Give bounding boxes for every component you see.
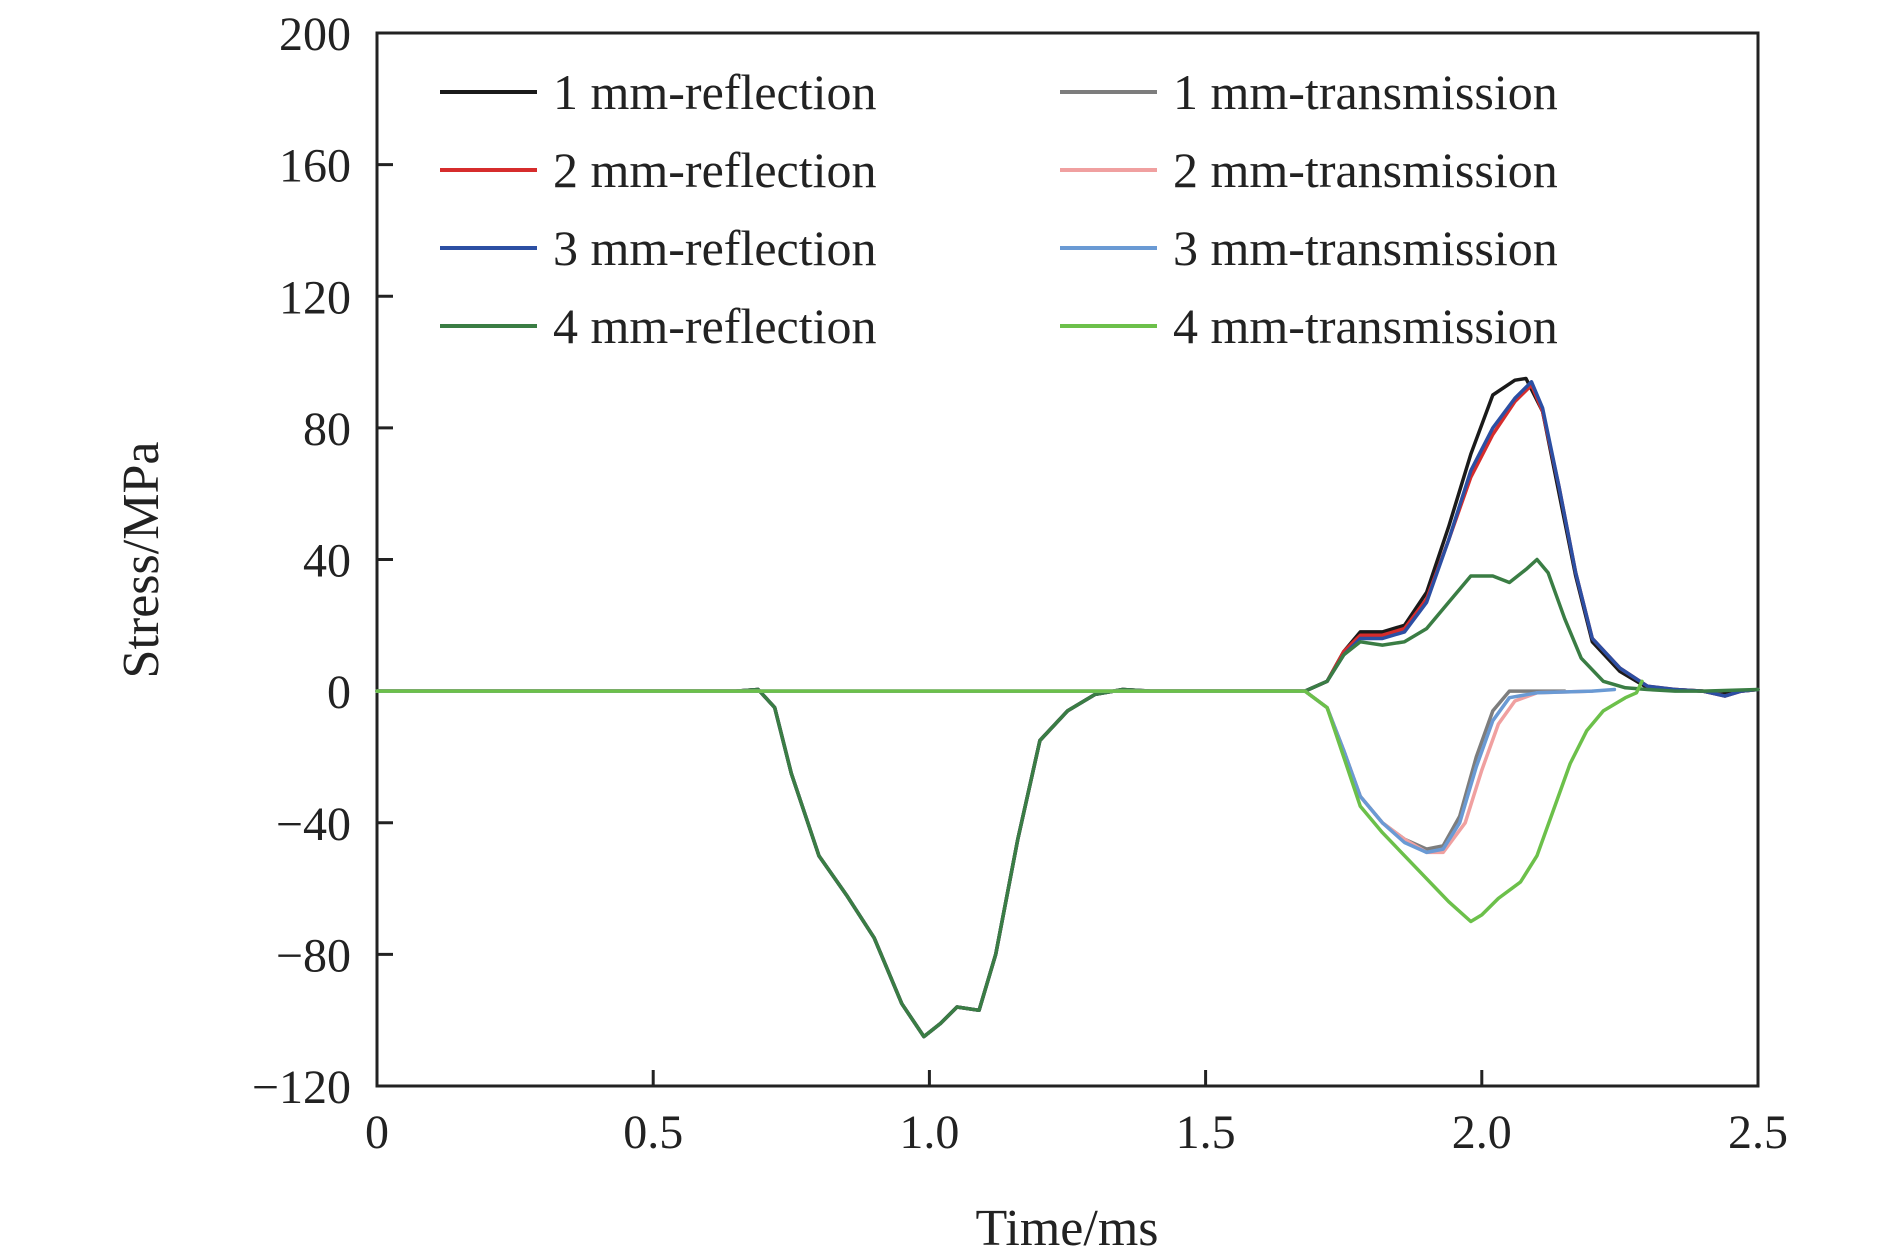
x-tick-label: 2.0: [1452, 1106, 1512, 1159]
y-tick-label: −120: [252, 1061, 351, 1114]
y-tick-label: 200: [279, 8, 351, 61]
series-line-6: [375, 689, 1595, 855]
legend-label: 3 mm-transmission: [1173, 220, 1558, 276]
y-tick-label: 80: [303, 403, 351, 456]
x-tick-label: 0: [365, 1106, 389, 1159]
y-tick-label: 160: [279, 140, 351, 193]
series-line-7: [375, 687, 1617, 855]
legend-label: 3 mm-reflection: [553, 220, 877, 276]
series-line-8: [375, 679, 1644, 924]
series-lines: [375, 376, 1760, 1039]
x-tick-label: 0.5: [623, 1106, 683, 1159]
tick-labels: 0 0.5 1.0 1.5 2.0 2.5 −120 −80 −40 0 40 80 120 160 200: [252, 8, 1788, 1159]
legend-label: 4 mm-transmission: [1173, 298, 1558, 354]
legend: 1 mm-reflection 2 mm-reflection 3 mm-refle…: [440, 64, 1558, 354]
legend-label: 1 mm-transmission: [1173, 64, 1558, 120]
series-line-1: [375, 376, 1760, 1039]
y-tick-label: 120: [279, 271, 351, 324]
legend-label: 2 mm-transmission: [1173, 142, 1558, 198]
y-tick-label: 40: [303, 535, 351, 588]
x-axis-label: Time/ms: [975, 1200, 1158, 1257]
legend-label: 2 mm-reflection: [553, 142, 877, 198]
legend-label: 1 mm-reflection: [553, 64, 877, 120]
x-tick-label: 1.5: [1176, 1106, 1236, 1159]
x-tick-label: 1.0: [899, 1106, 959, 1159]
series-line-4: [375, 557, 1760, 1039]
y-tick-label: −40: [276, 798, 351, 851]
y-tick-label: −80: [276, 929, 351, 982]
y-tick-label: 0: [327, 666, 351, 719]
legend-label: 4 mm-reflection: [553, 298, 877, 354]
y-axis-label: Stress/MPa: [113, 442, 170, 679]
x-tick-label: 2.5: [1728, 1106, 1788, 1159]
